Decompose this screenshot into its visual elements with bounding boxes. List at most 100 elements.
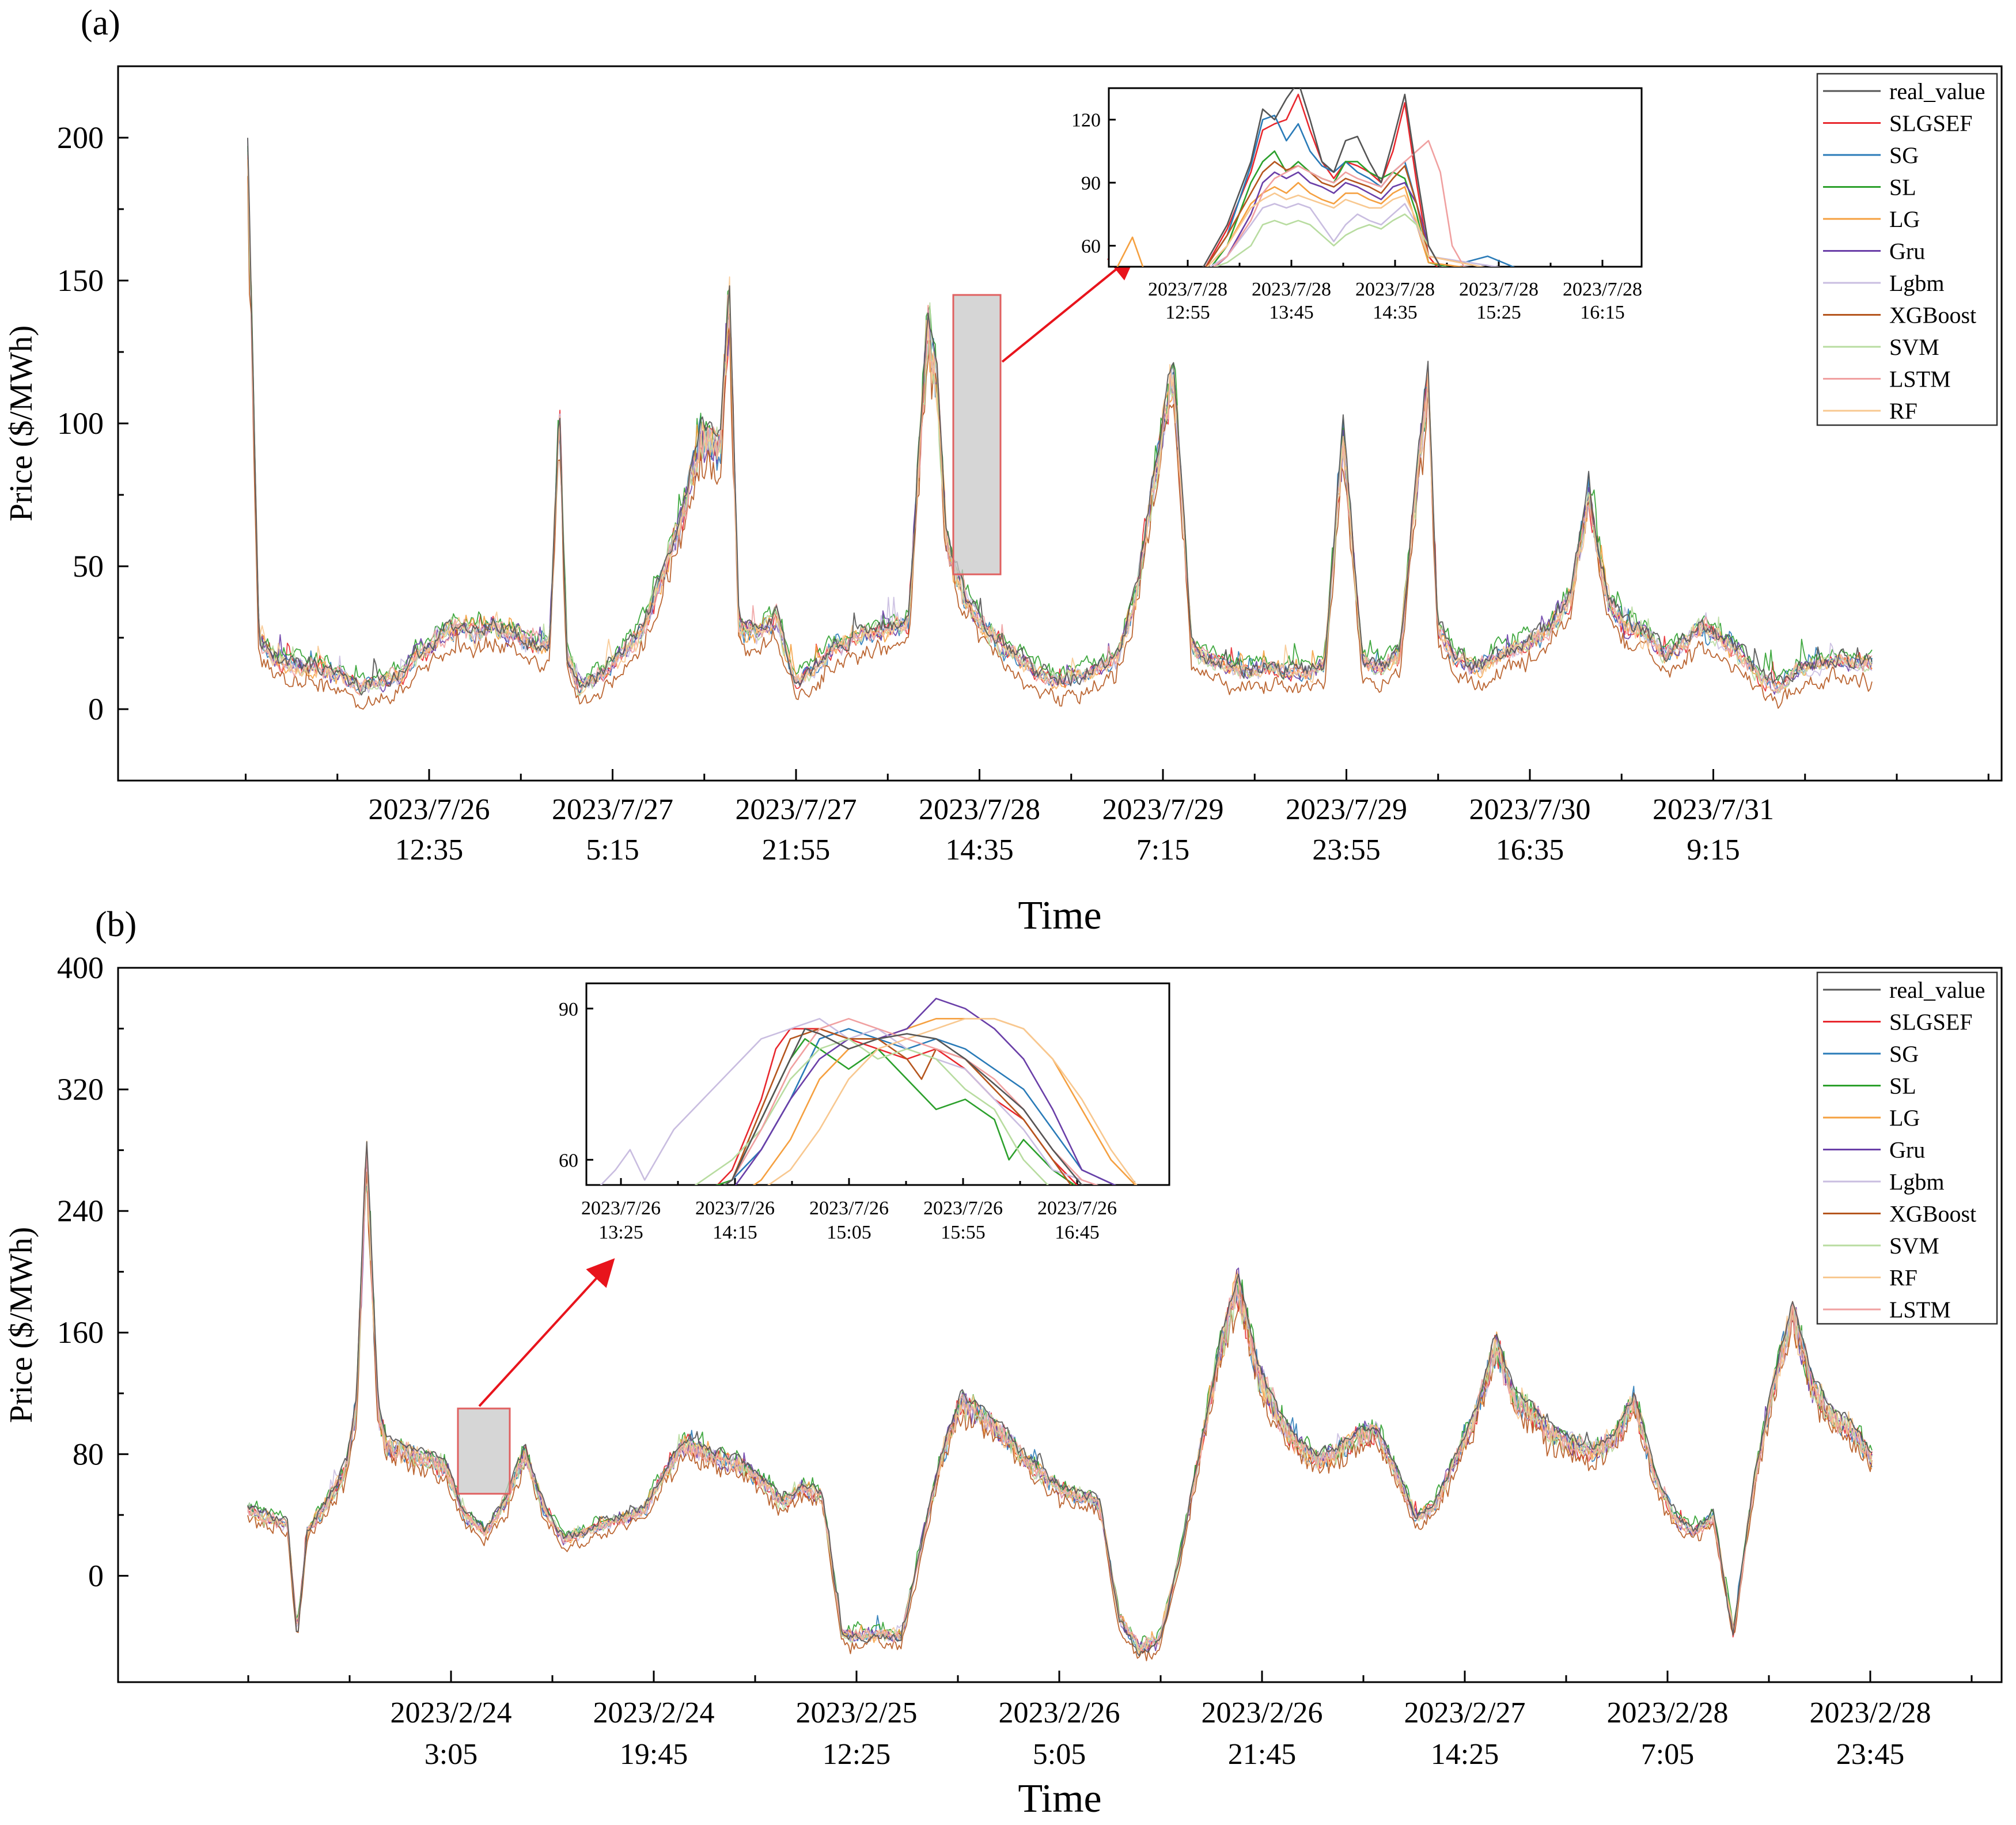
inset-x-tick-label-date: 2023/7/28 — [1459, 279, 1538, 300]
legend-entry-label: SG — [1889, 142, 1919, 168]
inset-y-tick-label: 60 — [1081, 236, 1101, 258]
inset-series-line-real-value — [723, 1028, 1085, 1185]
legend-entry-label: real_value — [1889, 78, 1985, 104]
legend-entry-label: SVM — [1889, 334, 1939, 360]
y-axis: 0 50 100 150 200 — [57, 120, 128, 726]
inset-x-tick-label-date: 2023/7/28 — [1148, 279, 1227, 300]
zoom-arrow — [1001, 252, 1138, 363]
inset-x-tick-label-date: 2023/7/26 — [923, 1198, 1003, 1219]
x-tick-label-time: 21:45 — [1228, 1738, 1296, 1771]
x-tick-label-time: 5:15 — [586, 834, 639, 866]
inset-x-tick-label-date: 2023/7/28 — [1355, 279, 1435, 300]
series-line-xgboost — [247, 176, 1873, 710]
inset-frame — [1108, 87, 1643, 268]
x-tick-label-time: 16:35 — [1496, 834, 1564, 866]
x-tick-label-time: 7:15 — [1136, 834, 1189, 866]
x-tick-label-date: 2023/2/28 — [1607, 1697, 1729, 1729]
x-tick-label-date: 2023/7/30 — [1469, 793, 1591, 826]
zoom-region — [457, 1407, 511, 1495]
inset-y-tick-label: 60 — [559, 1150, 578, 1171]
inset-series-line-slgsef — [1205, 93, 1438, 267]
legend-entry-label: LG — [1889, 206, 1920, 232]
x-tick-label-date: 2023/2/25 — [796, 1697, 918, 1729]
legend-entry-label: RF — [1889, 1265, 1918, 1291]
legend-entry-label: real_value — [1889, 977, 1985, 1003]
x-tick-label-date: 2023/7/29 — [1286, 793, 1407, 826]
inset-series-group — [1116, 88, 1515, 267]
x-tick-label-date: 2023/2/27 — [1404, 1697, 1526, 1729]
legend-entry-label: SLGSEF — [1889, 1009, 1973, 1035]
inset-x-tick-label-time: 16:45 — [1055, 1222, 1099, 1243]
x-tick-label-date: 2023/2/24 — [593, 1697, 715, 1729]
x-tick-label-date: 2023/7/28 — [919, 793, 1040, 826]
inset-x-tick-label-date: 2023/7/28 — [1563, 279, 1642, 300]
x-tick-label-date: 2023/7/27 — [736, 793, 857, 826]
legend-entry-label: SLGSEF — [1889, 111, 1973, 137]
inset-series-line-lstm — [1212, 139, 1469, 267]
x-tick-label-time: 23:55 — [1312, 834, 1380, 866]
inset-x-tick-label-date: 2023/7/26 — [695, 1198, 775, 1219]
y-tick-label: 0 — [88, 1558, 104, 1593]
series-line-real-value — [247, 138, 1873, 696]
legend-entry-label: Gru — [1889, 238, 1925, 264]
inset-series-line-lgbm — [600, 1018, 1099, 1185]
legend-entry-label: Lgbm — [1889, 1169, 1945, 1195]
inset-series-line-xgboost — [723, 1028, 1072, 1185]
y-axis-title: Price ($/MWh) — [3, 1227, 39, 1423]
x-tick-label-time: 12:35 — [395, 834, 463, 866]
inset-series-line-real-value — [1202, 88, 1442, 267]
panel-a: (a) 0 50 100 150 200 2023/7/26 12:35 2023/7/27 5:… — [3, 3, 2003, 938]
inset-plot: 60901202023/7/2812:552023/7/2813:452023/… — [1071, 87, 1643, 323]
x-tick-label-time: 23:45 — [1836, 1738, 1904, 1771]
x-tick-label-date: 2023/7/29 — [1102, 793, 1224, 826]
inset-series-line-svm — [694, 1038, 1049, 1185]
legend-entry-label: SL — [1889, 1073, 1916, 1099]
y-tick-label: 400 — [57, 951, 104, 985]
inset-series-group — [600, 998, 1138, 1185]
inset-x-tick-label-time: 15:25 — [1476, 302, 1521, 323]
inset-y-tick-label: 90 — [1081, 173, 1101, 194]
legend-entry-label: Gru — [1889, 1137, 1925, 1163]
inset-series-line-rf — [767, 1018, 1138, 1185]
series-line-rf — [247, 159, 1873, 695]
inset-frame — [585, 982, 1170, 1186]
inset-x-tick-label-time: 16:15 — [1580, 302, 1624, 323]
series-group — [247, 1140, 1873, 1661]
y-tick-label: 160 — [57, 1315, 104, 1350]
inset-series-line-lg — [752, 1018, 1136, 1185]
y-tick-label: 320 — [57, 1072, 104, 1107]
inset-x-tick-label-date: 2023/7/28 — [1252, 279, 1331, 300]
zoom-arrow — [478, 1258, 615, 1407]
legend-entry-label: XGBoost — [1889, 302, 1976, 328]
inset-x-tick-label-time: 12:55 — [1165, 302, 1210, 323]
x-tick-label-date: 2023/2/26 — [999, 1697, 1120, 1729]
series-line-lstm — [247, 1148, 1873, 1651]
legend-entry-label: Lgbm — [1889, 270, 1945, 296]
legend-entry-label: LSTM — [1889, 366, 1951, 392]
legend-frame — [1816, 971, 1998, 1325]
y-tick-label: 100 — [57, 406, 104, 441]
inset-plot: 60 90 2023/7/26 13:25 2023/7/26 14:15 2023/7/2… — [559, 982, 1170, 1243]
y-tick-label: 0 — [88, 692, 104, 726]
y-tick-label: 200 — [57, 120, 104, 155]
x-tick-label-date: 2023/7/27 — [552, 793, 673, 826]
legend-entry-label: SG — [1889, 1041, 1919, 1067]
x-tick-label-time: 14:35 — [945, 834, 1013, 866]
series-line-real-value — [247, 1141, 1873, 1657]
legend-entry-label: SVM — [1889, 1233, 1939, 1259]
inset-y-tick-label: 120 — [1071, 110, 1101, 131]
inset-x-tick-label-date: 2023/7/26 — [809, 1198, 889, 1219]
legend-entry-label: SL — [1889, 175, 1916, 200]
panel-label: (a) — [81, 3, 120, 43]
inset-x-tick-label-time: 15:05 — [827, 1222, 871, 1243]
x-axis: 2023/7/26 12:35 2023/7/27 5:15 2023/7/27 21:5… — [245, 769, 1990, 866]
x-tick-label-time: 7:05 — [1641, 1738, 1694, 1771]
zoom-region — [952, 294, 1002, 575]
x-tick-label-time: 12:25 — [823, 1738, 890, 1771]
x-tick-label-date: 2023/2/26 — [1202, 1697, 1323, 1729]
legend-frame — [1816, 73, 1998, 426]
inset-x-tick-label-date: 2023/7/26 — [581, 1198, 661, 1219]
y-axis: 0 80 160 240 320 400 — [57, 951, 128, 1593]
inset-x-tick-label-time: 14:35 — [1373, 302, 1417, 323]
